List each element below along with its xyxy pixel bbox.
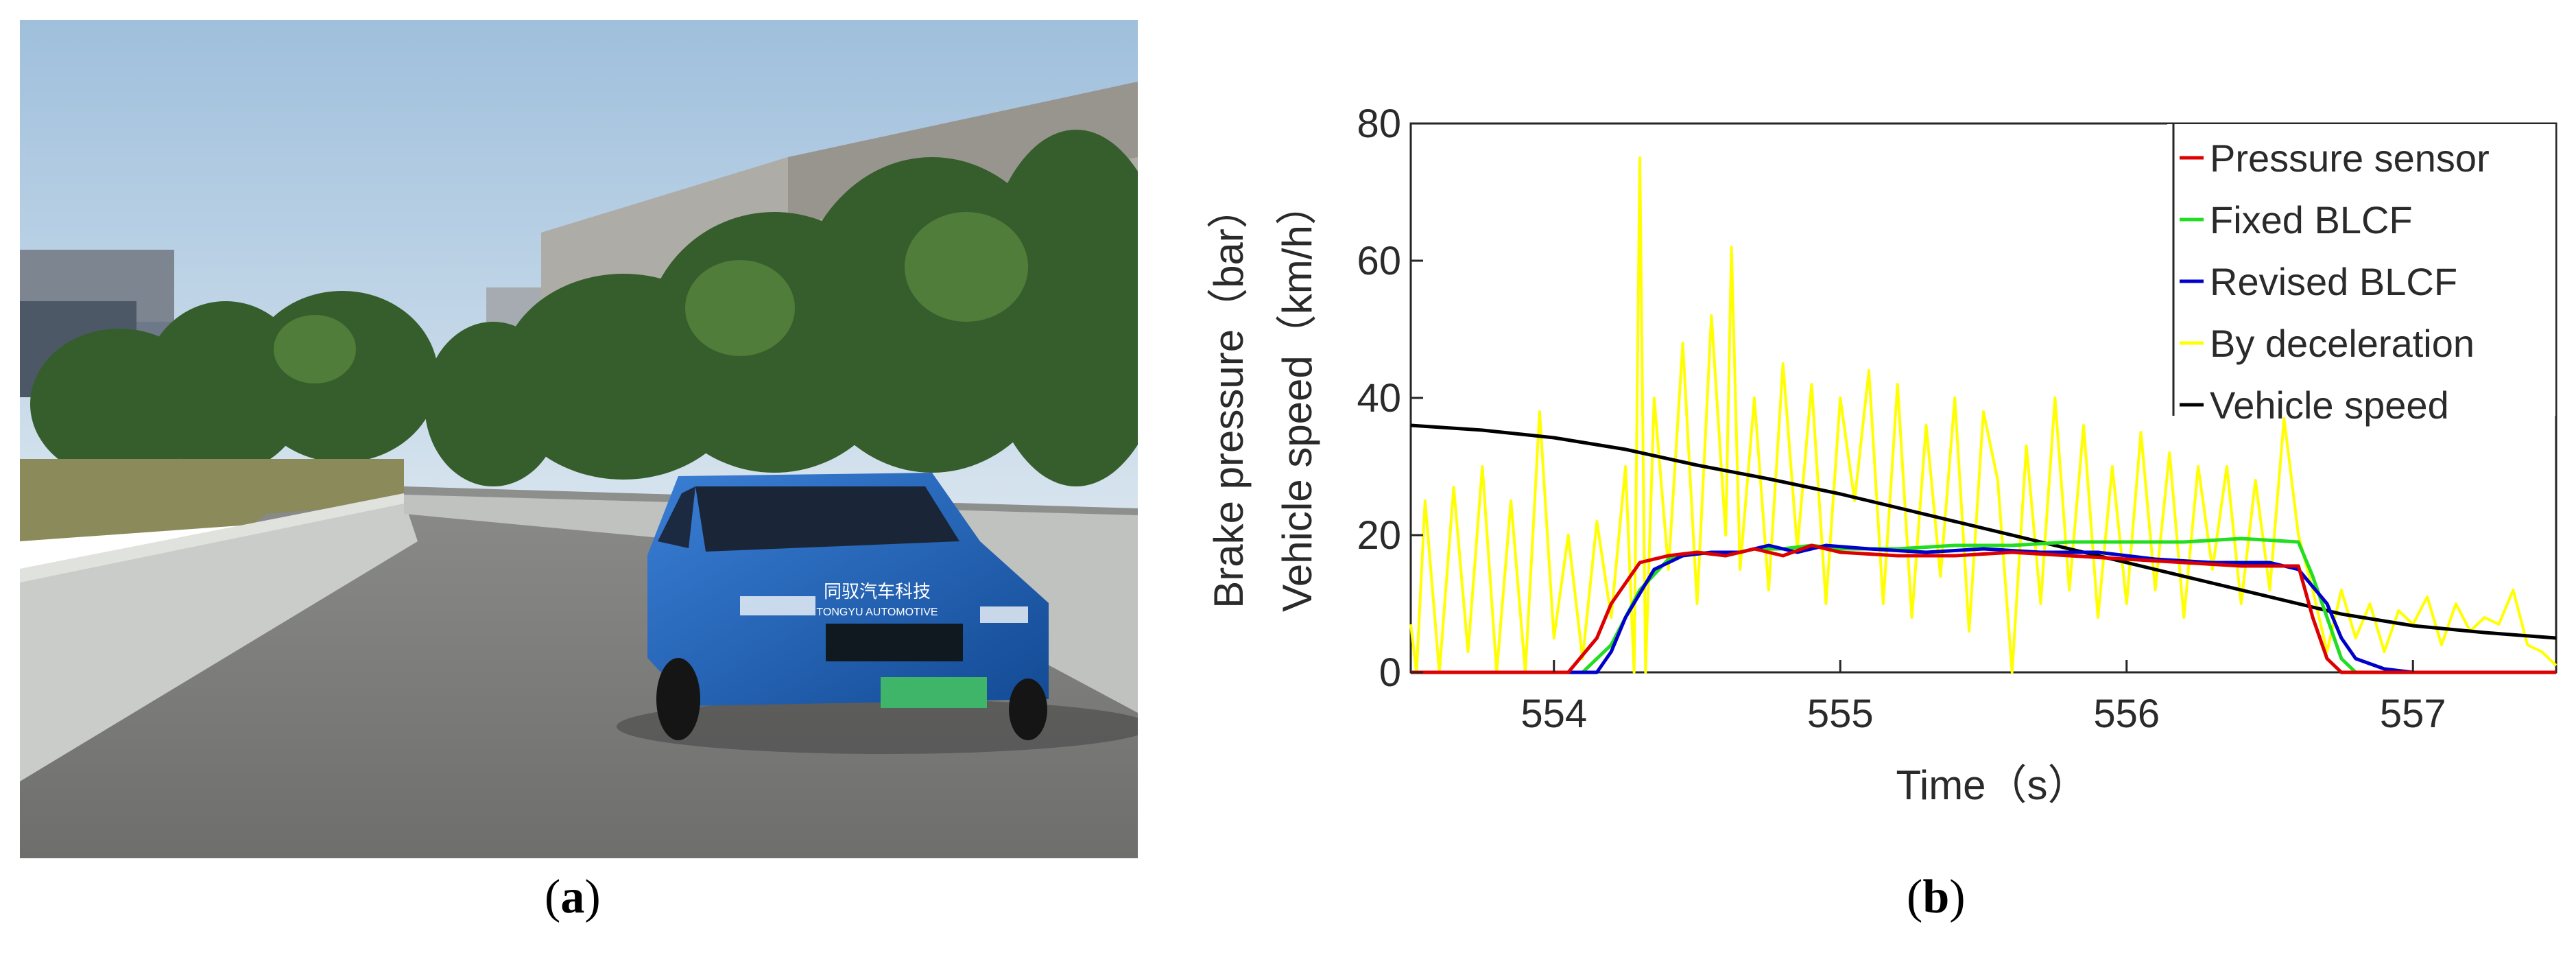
legend-label: Revised BLCF: [2210, 260, 2457, 303]
y-tick-label: 60: [1357, 239, 1401, 283]
series-layer: [1409, 156, 2557, 674]
car-license-plate: [881, 677, 987, 708]
y-tick-label: 80: [1357, 102, 1401, 146]
series-line-pressure-sensor: [1411, 543, 2556, 674]
y-axis-label-line1: Brake pressure（bar）: [1207, 187, 1252, 609]
legend-label: Pressure sensor: [2210, 137, 2490, 180]
legend: Pressure sensor Fixed BLCF Revised BLCF By …: [2167, 124, 2555, 427]
car-sign-line1: 同驭汽车科技: [824, 581, 931, 602]
brake-pressure-chart: 0 20 40 60 80 554 555 556 557 Brake pressure（bar…: [1206, 96, 2576, 871]
x-axis-label: Time（s）: [1896, 762, 2088, 808]
x-tick-label: 555: [1807, 692, 1874, 736]
car: 同驭汽车科技 TONGYU AUTOMOTIVE: [647, 473, 1049, 740]
car-shadow: [617, 699, 1138, 754]
tree-highlights: [274, 212, 1028, 384]
y-tick-label: 0: [1379, 650, 1401, 695]
left-barrier-top: [20, 493, 404, 582]
panel-label-b: (b): [1907, 871, 1966, 923]
x-tick-label: 554: [1520, 692, 1587, 736]
panel-label-a: (a): [545, 871, 601, 923]
legend-label: Fixed BLCF: [2210, 198, 2413, 241]
y-tick-label: 40: [1357, 376, 1401, 421]
chart-canvas: 0 20 40 60 80 554 555 556 557 Brake pressure（bar…: [1206, 102, 2557, 808]
left-barrier-wall: [20, 500, 418, 781]
tick-layer: 0 20 40 60 80 554 555 556 557: [1357, 102, 2446, 736]
photo-scene: 同驭汽车科技 TONGYU AUTOMOTIVE: [20, 20, 1138, 858]
car-side-window: [658, 486, 695, 548]
car-wheel: [1009, 679, 1047, 740]
series-line-revised-blcf: [1411, 543, 2556, 674]
car-headlight: [740, 596, 815, 615]
x-tick-label: 556: [2093, 692, 2160, 736]
legend-label: Vehicle speed: [2210, 384, 2449, 427]
y-tick-label: 20: [1357, 513, 1401, 558]
car-grille: [826, 624, 963, 661]
series-line-by-deceleration: [1409, 156, 2557, 674]
series-line-vehicle-speed: [1410, 423, 2557, 640]
car-wheel: [656, 658, 700, 740]
car-windshield: [695, 486, 959, 552]
legend-box: [2167, 124, 2555, 416]
car-sign-line2: TONGYU AUTOMOTIVE: [816, 606, 938, 618]
x-tick-label: 557: [2380, 692, 2446, 736]
y-axis-label-line2: Vehicle speed（km/h）: [1274, 184, 1320, 612]
legend-label: By deceleration: [2210, 322, 2474, 365]
test-vehicle-photo: 同驭汽车科技 TONGYU AUTOMOTIVE: [20, 20, 1138, 858]
car-headlight: [980, 606, 1028, 623]
